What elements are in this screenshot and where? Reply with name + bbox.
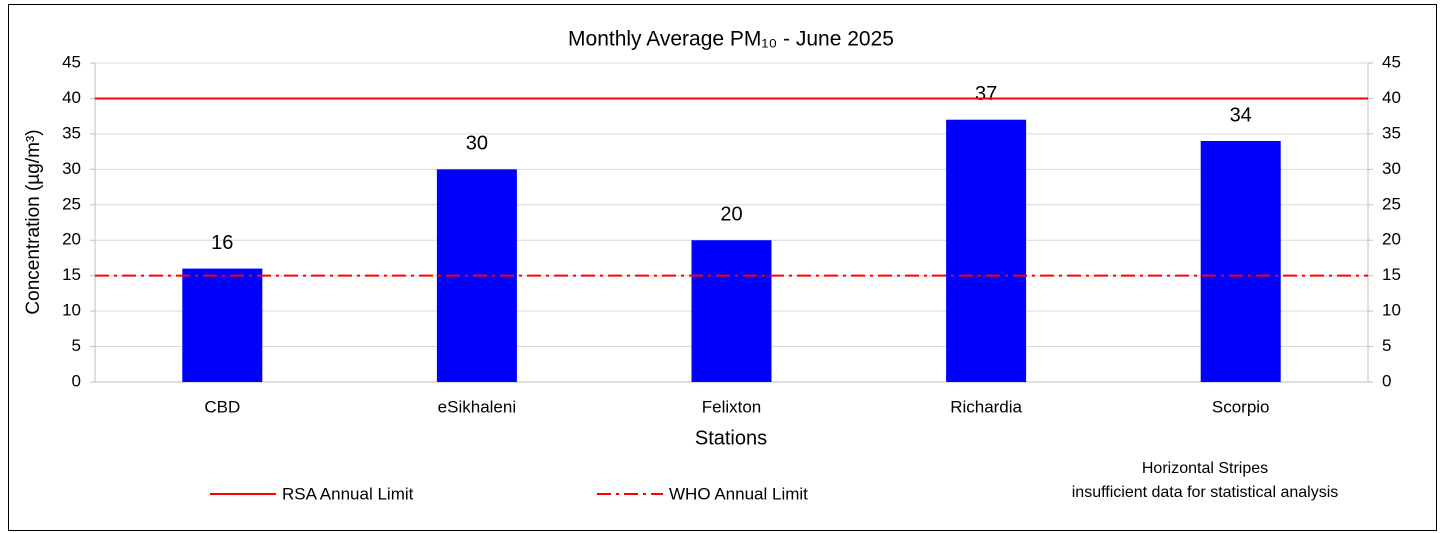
y2-tick-label: 35 xyxy=(1382,123,1401,142)
annotation: Horizontal Stripes xyxy=(1142,460,1268,477)
y-tick-label: 35 xyxy=(62,123,81,142)
chart-title: Monthly Average PM₁₀ - June 2025 xyxy=(568,28,894,51)
x-axis-label: Stations xyxy=(695,427,767,449)
bar xyxy=(691,240,772,382)
bar xyxy=(946,119,1027,382)
y2-tick-label: 5 xyxy=(1382,336,1391,355)
y2-tick-label: 15 xyxy=(1382,265,1401,284)
y-tick-label: 30 xyxy=(62,159,81,178)
bar xyxy=(1200,140,1281,382)
y-tick-label: 40 xyxy=(62,88,81,107)
data-label: 16 xyxy=(211,232,233,254)
annotation: insufficient data for statistical analys… xyxy=(1072,484,1339,501)
y2-tick-label: 45 xyxy=(1382,52,1401,71)
x-tick-label: eSikhaleni xyxy=(438,397,516,416)
legend-label: RSA Annual Limit xyxy=(282,484,414,503)
y2-tick-label: 40 xyxy=(1382,88,1401,107)
y-tick-label: 10 xyxy=(62,301,81,320)
data-label: 34 xyxy=(1230,104,1252,126)
y-tick-label: 0 xyxy=(72,371,81,390)
y2-tick-label: 0 xyxy=(1382,371,1391,390)
y2-tick-label: 10 xyxy=(1382,301,1401,320)
data-label: 20 xyxy=(720,204,742,226)
y-tick-label: 5 xyxy=(72,336,81,355)
y2-tick-label: 20 xyxy=(1382,230,1401,249)
y-tick-label: 25 xyxy=(62,194,81,213)
data-label: 30 xyxy=(466,133,488,155)
data-label: 37 xyxy=(975,83,997,105)
x-tick-label: Felixton xyxy=(702,397,762,416)
x-tick-label: CBD xyxy=(204,397,240,416)
y-tick-label: 45 xyxy=(62,52,81,71)
y2-tick-label: 25 xyxy=(1382,194,1401,213)
y-tick-label: 20 xyxy=(62,230,81,249)
y-axis-label: Concentration (µg/m³) xyxy=(23,129,44,314)
y2-tick-label: 30 xyxy=(1382,159,1401,178)
y-tick-label: 15 xyxy=(62,265,81,284)
bar xyxy=(182,268,263,382)
x-tick-label: Scorpio xyxy=(1212,397,1270,416)
legend-label: WHO Annual Limit xyxy=(669,484,808,503)
x-tick-label: Richardia xyxy=(950,397,1022,416)
